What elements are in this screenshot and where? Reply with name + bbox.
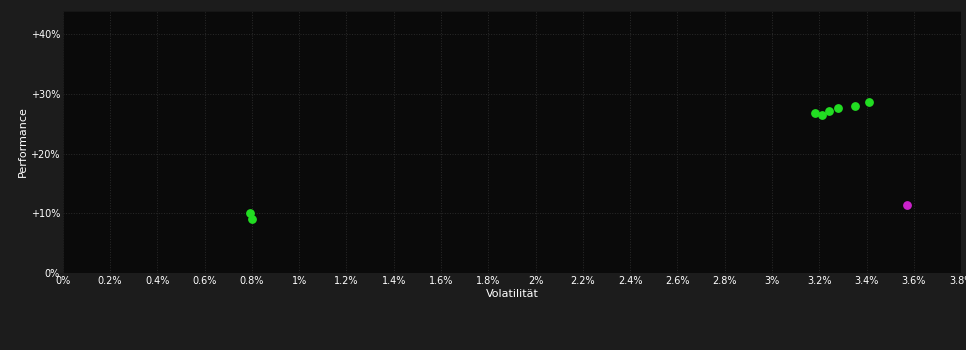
X-axis label: Volatilität: Volatilität: [486, 288, 538, 299]
Point: [814, 112, 830, 118]
Point: [831, 106, 846, 111]
Point: [847, 103, 863, 109]
Point: [807, 110, 822, 115]
Point: [242, 210, 257, 216]
Y-axis label: Performance: Performance: [17, 106, 28, 177]
Point: [821, 108, 837, 113]
Point: [899, 202, 915, 208]
Point: [862, 99, 877, 105]
Point: [244, 216, 260, 222]
